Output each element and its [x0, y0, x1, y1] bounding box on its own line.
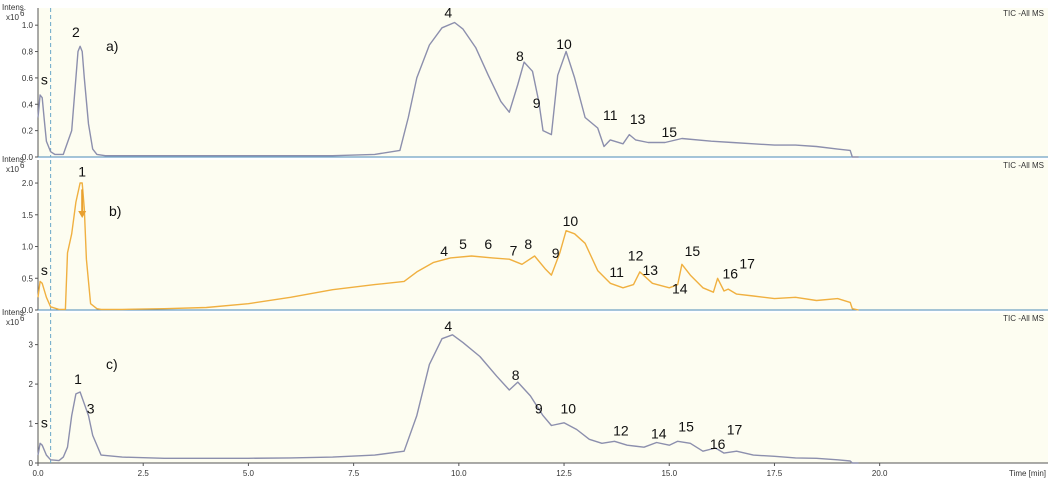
y-tick-label: 0	[29, 459, 34, 468]
peak-label: 7	[510, 242, 518, 258]
peak-label: 10	[556, 36, 572, 52]
peak-arrow-head	[78, 210, 87, 218]
x-tick-label: 2.5	[138, 469, 150, 478]
y-tick-label: 0.0	[22, 153, 34, 162]
panel-a: Intens.x10 6 TIC -All MS0.00.20.40.60.81.0…	[2, 3, 1048, 162]
peak-label: 10	[560, 401, 576, 417]
peak-label: 4	[440, 243, 448, 259]
trace-label: TIC -All MS	[1003, 314, 1044, 323]
trace-label: TIC -All MS	[1003, 161, 1044, 170]
peak-label: s	[41, 414, 48, 430]
y-exponent: x10	[6, 165, 19, 174]
y-exponent-power: 6	[20, 9, 25, 18]
y-title: Intens.	[2, 155, 26, 164]
plot-background	[38, 160, 1048, 310]
y-title: Intens.	[2, 3, 26, 12]
peak-label: 17	[739, 256, 755, 272]
panel-label: a)	[106, 38, 118, 54]
y-exponent: x10	[6, 318, 19, 327]
peak-label: 9	[552, 245, 560, 261]
peak-label: 9	[533, 95, 541, 111]
x-tick-label: 10.0	[451, 469, 467, 478]
peak-label: 8	[524, 236, 532, 252]
x-tick-label: 12.5	[556, 469, 572, 478]
x-tick-label: 7.5	[348, 469, 360, 478]
peak-label: 8	[516, 48, 524, 64]
peak-label: 11	[603, 107, 618, 123]
peak-label: 16	[722, 265, 738, 281]
y-tick-label: 0.6	[22, 74, 34, 83]
plot-background	[38, 313, 1048, 463]
tic-series-line	[37, 21, 859, 158]
peak-label: 8	[512, 367, 520, 383]
y-tick-label: 0.2	[22, 127, 34, 136]
x-axis-label: Time [min]	[1009, 469, 1046, 478]
peak-label: 6	[484, 236, 492, 252]
peak-label: 13	[630, 111, 646, 127]
peak-label: 9	[535, 401, 543, 417]
tic-series-line	[37, 182, 859, 311]
y-exponent-power: 6	[20, 161, 25, 170]
peak-label: s	[41, 72, 48, 88]
peak-label: 5	[459, 236, 467, 252]
y-tick-label: 0.0	[22, 306, 34, 315]
y-tick-label: 3	[29, 341, 34, 350]
peak-label: 15	[685, 243, 701, 259]
y-tick-label: 1.5	[22, 211, 34, 220]
plot-background	[38, 8, 1048, 157]
y-tick-label: 0.4	[22, 100, 34, 109]
peak-label: 2	[72, 24, 80, 40]
peak-label: 14	[672, 280, 688, 296]
panel-label: b)	[109, 203, 121, 219]
x-tick-label: 15.0	[661, 469, 677, 478]
peak-label: 11	[609, 264, 624, 280]
trace-label: TIC -All MS	[1003, 9, 1044, 18]
y-tick-label: 1	[29, 420, 34, 429]
y-exponent: x10	[6, 13, 19, 22]
x-tick-label: 20.0	[872, 469, 888, 478]
peak-label: 17	[727, 422, 743, 438]
y-tick-label: 0.5	[22, 274, 34, 283]
x-tick-label: 17.5	[767, 469, 783, 478]
peak-label: 16	[710, 436, 726, 452]
x-tick-label: 0.0	[32, 469, 44, 478]
y-tick-label: 1.0	[22, 21, 34, 30]
peak-label: 14	[651, 426, 667, 442]
y-title: Intens.	[2, 308, 26, 317]
peak-label: 1	[74, 371, 82, 387]
peak-label: 10	[563, 213, 579, 229]
y-exponent-power: 6	[20, 314, 25, 323]
peak-label: 12	[613, 422, 629, 438]
peak-label: 15	[661, 124, 677, 140]
peak-label: 13	[643, 262, 659, 278]
panel-b: Intens.x10 6 TIC -All MS0.00.51.01.52.0b)s…	[2, 155, 1048, 315]
peak-label: 1	[78, 164, 86, 180]
y-tick-label: 2	[29, 380, 34, 389]
peak-label: 3	[87, 401, 95, 417]
y-tick-label: 1.0	[22, 243, 34, 252]
peak-label: 15	[678, 418, 694, 434]
x-tick-label: 5.0	[243, 469, 255, 478]
peak-label: 4	[444, 4, 452, 20]
tic-series-line	[37, 334, 859, 464]
y-tick-label: 2.0	[22, 179, 34, 188]
y-tick-label: 0.8	[22, 48, 34, 57]
peak-label: 12	[628, 247, 644, 263]
panel-label: c)	[106, 356, 118, 372]
peak-label: 4	[444, 318, 452, 334]
peak-label: s	[41, 262, 48, 278]
